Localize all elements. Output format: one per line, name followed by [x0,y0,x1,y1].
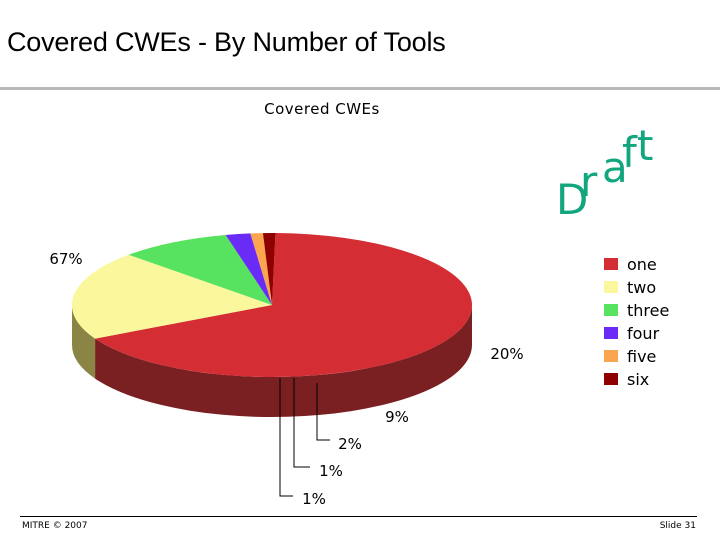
legend-label-one: one [627,255,657,274]
legend-item-five: five [604,347,656,366]
pie-labels: 67% 20% 9% 2% 1% 1% [49,250,523,508]
pie-side-one [95,305,472,417]
legend: one two three four five six [604,255,669,389]
legend-label-six: six [627,370,649,389]
pie-side-two [72,305,96,379]
watermark-letter: r [580,157,598,206]
legend-item-two: two [604,278,656,297]
slice-label-three: 9% [385,408,409,426]
legend-item-three: three [604,301,669,320]
pie-leader-lines [279,378,330,497]
title-divider [0,87,720,90]
legend-label-four: four [627,324,660,343]
legend-swatch-two [604,281,618,293]
pie-tops [71,233,472,378]
slice-label-one: 67% [49,250,82,268]
leader-line-five [293,378,310,468]
pie-slice-four [225,233,272,305]
footer-slide-number: Slide 31 [659,521,696,531]
legend-swatch-one [604,258,618,270]
legend-swatch-six [604,373,618,385]
watermark-letter: t [637,121,653,170]
legend-swatch-four [604,327,618,339]
watermark-letter: f [622,128,638,177]
legend-label-two: two [627,278,656,297]
pie-slice-five [250,233,272,305]
pie-slice-six [262,233,276,305]
pie-slice-one [95,233,472,378]
legend-item-four: four [604,324,660,343]
footer-divider [20,516,697,517]
pie-slice-two [71,254,272,339]
leader-line-six [279,378,293,497]
slice-label-five: 1% [319,462,343,480]
legend-label-three: three [627,301,669,320]
slice-label-six: 1% [302,490,326,508]
watermark-letter: D [556,175,588,224]
legend-swatch-five [604,350,618,362]
slice-label-four: 2% [338,435,362,453]
pie-sides [72,305,472,417]
legend-label-five: five [627,347,656,366]
watermark-letter: a [602,143,628,192]
legend-item-one: one [604,255,657,274]
chart-title: Covered CWEs [264,100,380,118]
slice-label-two: 20% [490,345,523,363]
slide-title: Covered CWEs - By Number of Tools [7,27,446,57]
watermark-draft: Dr af t [556,121,653,224]
leader-line-four [316,383,330,441]
legend-swatch-three [604,304,618,316]
legend-item-six: six [604,370,649,389]
pie-slice-three [128,234,272,305]
footer-copyright: MITRE © 2007 [22,521,88,531]
